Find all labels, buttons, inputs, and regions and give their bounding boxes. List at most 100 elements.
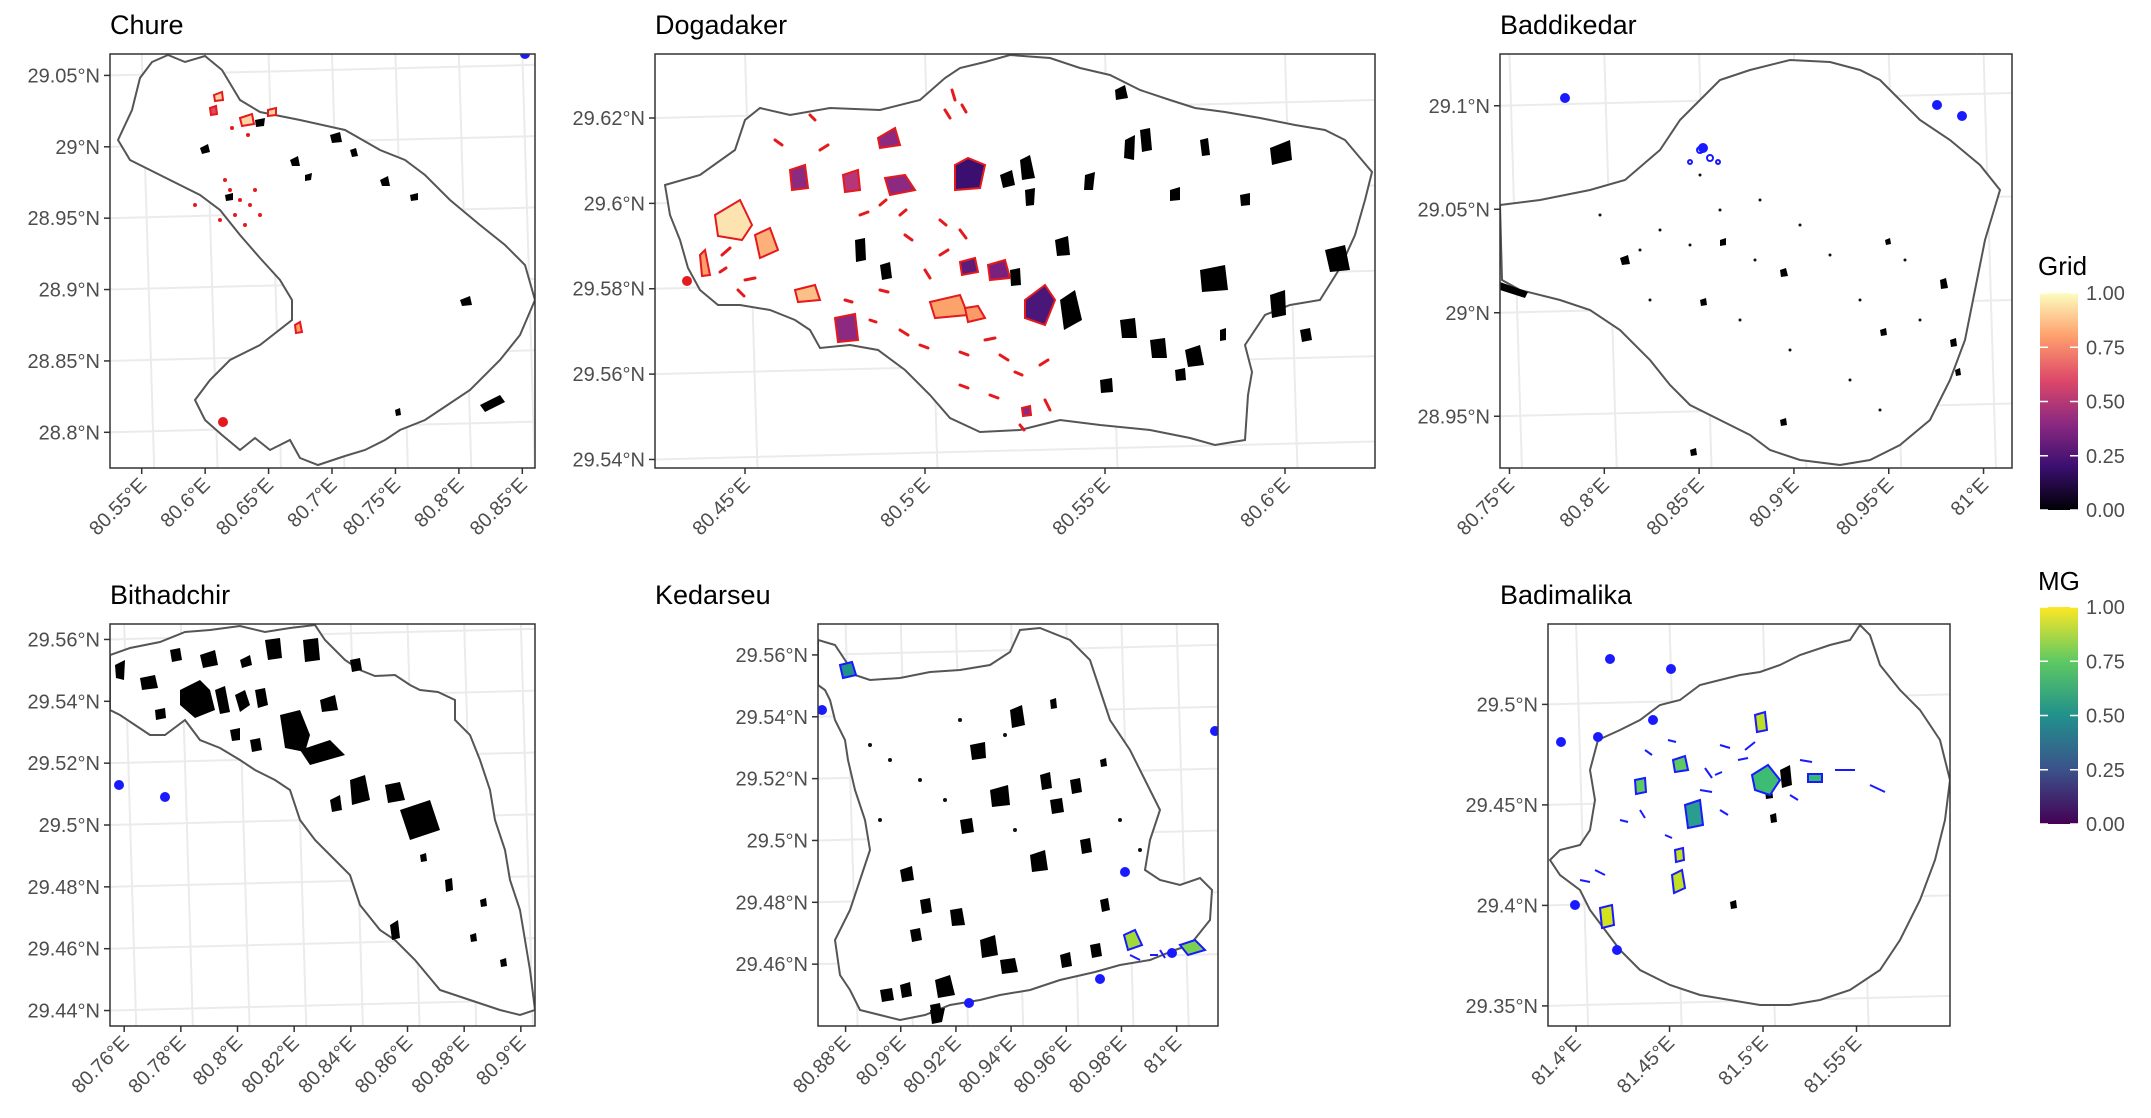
blue-points (818, 705, 1218, 1008)
map-layer (818, 626, 1218, 1024)
x-tick-label: 80.9°E (472, 1032, 530, 1090)
map-layer (663, 54, 1374, 447)
x-tick-label: 81°E (1140, 1032, 1186, 1078)
legend-ticks: 1.00 0.75 0.50 0.25 0.00 (2040, 283, 2125, 522)
graticule-meridian (1575, 623, 1590, 1027)
panel-border (109, 53, 536, 469)
y-tick-label: 29.56°N (573, 364, 646, 386)
region-boundary (110, 624, 535, 1017)
y-tick-label: 28.9°N (39, 280, 100, 302)
y-tick-label: 29.48°N (28, 877, 101, 899)
region-boundary (116, 54, 535, 467)
x-tick-label: 80.86°E (351, 1032, 417, 1098)
x-tick-label: 80.5°E (876, 474, 934, 532)
x-tick-label: 80.92°E (899, 1032, 965, 1098)
y-tick-label: 29.52°N (736, 769, 809, 791)
red-point (682, 276, 692, 286)
x-tick-label: 80.6°E (1236, 474, 1294, 532)
x-tick-label: 80.82°E (238, 1032, 304, 1098)
panel-title: Chure (110, 10, 184, 40)
x-tick-label: 80.85°E (1643, 474, 1709, 540)
x-tick-label: 80.65°E (212, 474, 278, 540)
panel-border (1547, 623, 1951, 1027)
black-patches (880, 698, 1110, 1024)
dark-specks (1598, 173, 1922, 412)
y-tick-label: 29.4°N (1477, 895, 1538, 917)
legend-tick-label: 0.50 (2086, 706, 2125, 728)
legend-tick-label: 0.00 (2086, 814, 2125, 836)
x-tick-label: 81°E (1947, 474, 1993, 520)
panel-title: Badimalika (1500, 580, 1633, 610)
y-tick-label: 29.48°N (736, 892, 809, 914)
x-tick-label: 80.85°E (466, 474, 532, 540)
red-specks (193, 126, 262, 227)
y-tick-label: 29.56°N (736, 645, 809, 667)
y-tick-label: 29°N (1445, 303, 1490, 325)
blue-points (114, 780, 170, 802)
y-tick-label: 29.45°N (1466, 795, 1539, 817)
y-tick-label: 28.95°N (1418, 406, 1491, 428)
graticule-parallel (109, 998, 536, 1012)
panel-dogadaker: Dogadaker (573, 10, 1376, 540)
grid-outlines (698, 126, 1057, 418)
map-layer (1548, 624, 1950, 1006)
y-tick-label: 29.5°N (1477, 694, 1538, 716)
map-layer (110, 624, 535, 1017)
panel-chure: Chure (28, 10, 536, 540)
black-patches (200, 118, 505, 416)
panel-title: Kedarseu (655, 580, 771, 610)
x-tick-label: 81.45°E (1613, 1032, 1679, 1098)
y-tick-label: 29.58°N (573, 279, 646, 301)
y-tick-label: 29°N (55, 137, 100, 159)
legend-mg: MG 1.00 0.75 0.50 0.25 0.00 (2038, 566, 2125, 836)
panel-title: Dogadaker (655, 10, 787, 40)
x-tick-label: 80.84°E (294, 1032, 360, 1098)
x-tick-label: 81.5°E (1714, 1032, 1772, 1090)
black-patches (855, 85, 1350, 393)
x-tick-label: 81.55°E (1800, 1032, 1866, 1098)
y-tick-label: 29.1°N (1429, 96, 1490, 118)
y-tick-label: 29.6°N (584, 193, 645, 215)
x-tick-label: 80.75°E (339, 474, 405, 540)
graticule-meridian (1982, 53, 1997, 469)
black-patches (1500, 238, 1961, 456)
y-tick-label: 29.05°N (1418, 199, 1491, 221)
y-tick-label: 28.95°N (28, 208, 101, 230)
x-tick-label: 80.98°E (1065, 1032, 1131, 1098)
x-tick-label: 80.9°E (1745, 474, 1803, 532)
grid-outlines (208, 90, 304, 335)
legend-title: Grid (2038, 251, 2087, 281)
x-tick-label: 80.94°E (955, 1032, 1021, 1098)
y-tick-label: 28.85°N (28, 351, 101, 373)
x-tick-label: 80.76°E (68, 1032, 134, 1098)
y-tick-label: 29.54°N (28, 691, 101, 713)
red-specks (718, 88, 1052, 432)
map-layer (116, 54, 535, 467)
red-point (218, 417, 228, 427)
y-tick-label: 29.5°N (747, 830, 808, 852)
region-boundary (1500, 58, 2002, 467)
graticule-meridian (521, 53, 536, 469)
panel-border (1499, 53, 2013, 469)
panel-title: Bithadchir (110, 580, 230, 610)
y-tick-label: 29.44°N (28, 1001, 101, 1023)
x-tick-label: 80.6°E (157, 474, 215, 532)
y-tick-label: 29.56°N (28, 629, 101, 651)
legend-tick-label: 0.00 (2086, 500, 2125, 522)
mg-outlines (1579, 710, 1886, 930)
y-tick-label: 29.54°N (736, 707, 809, 729)
panel-kedarseu: Kedarseu (655, 580, 1219, 1098)
graticule-meridian (1175, 623, 1190, 1027)
legend-ticks: 1.00 0.75 0.50 0.25 0.00 (2040, 597, 2125, 836)
y-tick-label: 29.62°N (573, 108, 646, 130)
panel-border (654, 53, 1376, 469)
y-tick-label: 29.05°N (28, 65, 101, 87)
y-tick-label: 28.8°N (39, 422, 100, 444)
y-tick-label: 29.52°N (28, 753, 101, 775)
x-tick-label: 80.8°E (410, 474, 468, 532)
y-tick-label: 29.35°N (1466, 996, 1539, 1018)
x-tick-label: 80.75°E (1453, 474, 1519, 540)
mg-outlines (838, 660, 1207, 961)
map-layer (1500, 58, 2002, 467)
panel-baddikedar: Baddikedar (1418, 10, 2013, 540)
